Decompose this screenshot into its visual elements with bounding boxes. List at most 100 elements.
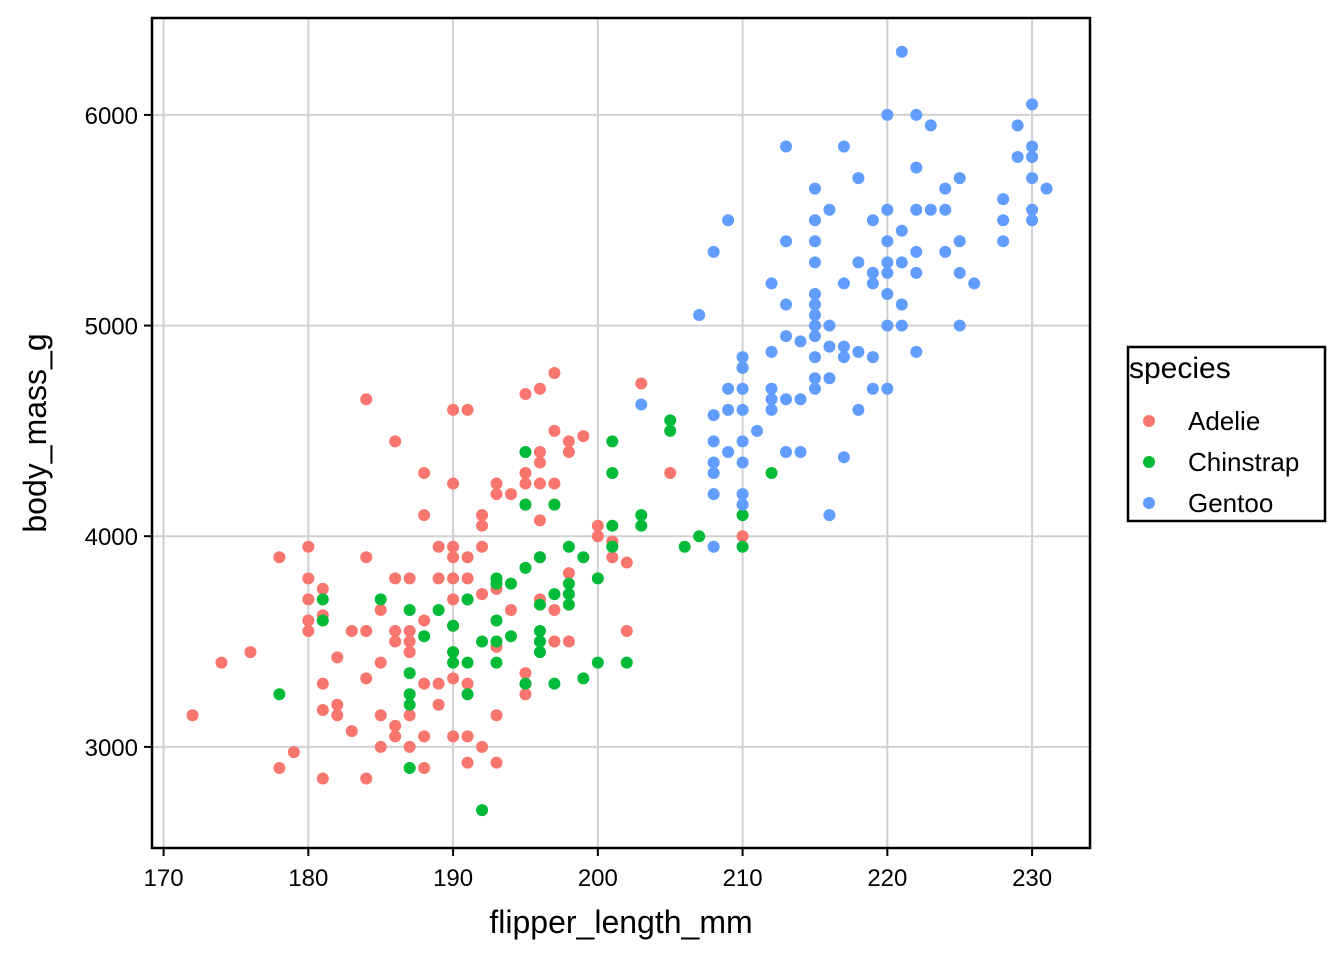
data-point [302,614,315,627]
data-point [548,588,561,601]
data-point [881,287,894,300]
data-point [389,625,402,638]
data-point [736,540,749,553]
data-point [736,530,749,543]
data-point [562,435,575,448]
data-point [331,709,344,722]
data-point [403,688,416,701]
data-point [490,488,503,501]
data-point [881,382,894,395]
data-point [490,656,503,669]
data-point [360,672,373,685]
data-point [504,630,517,643]
data-point [389,572,402,585]
data-point [635,377,648,390]
data-point [620,556,633,569]
data-point [548,677,561,690]
data-point [533,551,546,564]
data-point [548,635,561,648]
data-point [562,588,575,601]
data-point [635,509,648,522]
data-point [808,319,821,332]
data-point [910,266,923,279]
data-point [316,772,329,785]
data-point [476,540,489,553]
y-tick-label: 3000 [85,735,138,762]
data-point [476,740,489,753]
data-point [548,477,561,490]
data-point [302,593,315,606]
data-point [490,577,503,590]
data-point [403,646,416,659]
data-point [533,477,546,490]
data-point [345,625,358,638]
data-point [852,403,865,416]
data-point [447,593,460,606]
data-point [780,298,793,311]
data-point [432,698,445,711]
legend: species Adelie Chinstrap Gentoo [1126,345,1327,523]
data-point [244,646,257,659]
data-point [533,646,546,659]
data-point [707,540,720,553]
data-point [591,530,604,543]
y-tick-label: 5000 [85,314,138,341]
data-point [403,761,416,774]
data-point [418,630,431,643]
data-point [823,203,836,216]
data-point [548,498,561,511]
data-point [808,351,821,364]
data-point [635,398,648,411]
data-point [533,635,546,648]
data-point [736,435,749,448]
data-point [780,445,793,458]
data-point [461,677,474,690]
data-point [533,445,546,458]
data-point [562,567,575,580]
data-point [461,403,474,416]
data-point [866,266,879,279]
data-point [852,256,865,269]
data-point [808,382,821,395]
data-point [490,709,503,722]
data-point [808,182,821,195]
data-point [620,656,633,669]
data-point [447,672,460,685]
data-point [316,582,329,595]
data-point [997,235,1010,248]
data-point [664,467,677,480]
legend-key-gentoo [1143,497,1155,509]
data-point [837,277,850,290]
data-point [447,646,460,659]
data-point [316,704,329,717]
data-point [678,540,691,553]
data-point [693,530,706,543]
x-axis-title: flipper_length_mm [489,904,752,940]
legend-label: Adelie [1188,406,1260,436]
data-point [939,182,952,195]
y-tick-label: 6000 [85,103,138,130]
data-point [1011,119,1024,132]
data-point [432,540,445,553]
data-point [924,119,937,132]
data-point [331,651,344,664]
data-point [635,519,648,532]
data-point [432,677,445,690]
data-point [606,551,619,564]
data-point [302,572,315,585]
data-point [736,488,749,501]
data-point [360,393,373,406]
data-point [447,540,460,553]
data-point [504,603,517,616]
data-point [447,551,460,564]
data-point [910,345,923,358]
data-point [432,603,445,616]
data-point [1026,140,1039,153]
data-point [895,298,908,311]
data-point [476,519,489,532]
data-point [548,424,561,437]
data-point [418,761,431,774]
data-point [765,382,778,395]
data-point [852,345,865,358]
